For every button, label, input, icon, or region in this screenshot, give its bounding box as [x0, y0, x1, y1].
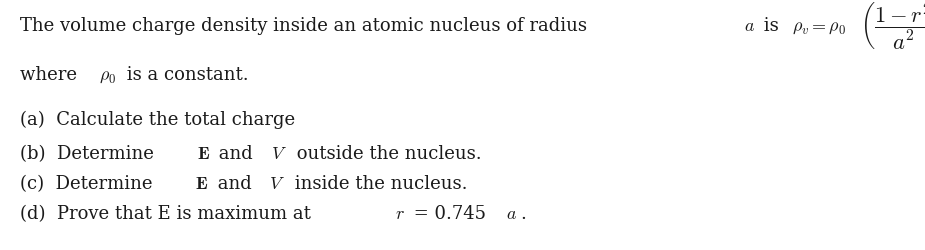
Text: The volume charge density inside an atomic nucleus of radius: The volume charge density inside an atom… — [20, 17, 593, 35]
Text: .: . — [520, 205, 526, 223]
Text: is: is — [758, 17, 784, 35]
Text: $a$: $a$ — [745, 17, 756, 35]
Text: and: and — [212, 175, 257, 193]
Text: (b)  Determine: (b) Determine — [20, 145, 160, 163]
Text: (d)  Prove that E is maximum at: (d) Prove that E is maximum at — [20, 205, 316, 223]
Text: $\mathbf{E}$: $\mathbf{E}$ — [195, 175, 208, 193]
Text: (c)  Determine: (c) Determine — [20, 175, 158, 193]
Text: inside the nucleus.: inside the nucleus. — [290, 175, 468, 193]
Text: outside the nucleus.: outside the nucleus. — [291, 145, 482, 163]
Text: $r$: $r$ — [395, 205, 405, 223]
Text: where: where — [20, 66, 83, 84]
Text: = 0.745: = 0.745 — [408, 205, 486, 223]
Text: is a constant.: is a constant. — [121, 66, 249, 84]
Text: (a)  Calculate the total charge: (a) Calculate the total charge — [20, 111, 295, 129]
Text: $\mathbf{E}$: $\mathbf{E}$ — [197, 145, 210, 163]
Text: and: and — [214, 145, 259, 163]
Text: $V$: $V$ — [271, 145, 287, 163]
Text: $V$: $V$ — [269, 175, 285, 193]
Text: $\left(\dfrac{1-r^2}{a^2}\right)$: $\left(\dfrac{1-r^2}{a^2}\right)$ — [860, 0, 925, 50]
Text: $a$: $a$ — [506, 205, 517, 223]
Text: $\rho_v = \rho_0$: $\rho_v = \rho_0$ — [792, 18, 846, 36]
Text: $\rho_0$: $\rho_0$ — [100, 67, 117, 85]
